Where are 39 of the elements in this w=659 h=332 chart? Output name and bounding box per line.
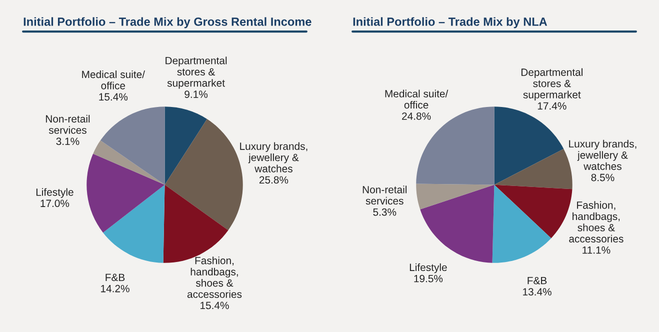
data-label: 17.4% xyxy=(538,102,566,110)
pie-slice xyxy=(420,184,494,263)
chart-title: Initial Portfolio – Trade Mix by Gross Rental Income xyxy=(24,17,312,28)
data-label: 5.3% xyxy=(373,208,396,216)
pie-slice xyxy=(100,106,165,185)
slice-label: Lifestyle xyxy=(410,263,447,274)
slice-label: Non-retail services xyxy=(362,186,407,205)
slice-label: F&B xyxy=(106,274,125,282)
slice-label: Medical suite/ office xyxy=(82,70,145,90)
data-label: 15.4% xyxy=(200,302,229,310)
chart-title: Initial Portfolio – Trade Mix by NLA xyxy=(353,17,548,28)
slice-label: Departmental stores & supermarket xyxy=(522,68,582,100)
slice-label: Departmental stores & supermarket xyxy=(166,56,227,89)
data-label: 24.8% xyxy=(402,112,431,120)
data-label: 15.4% xyxy=(99,93,128,101)
slice-label: F&B xyxy=(528,276,547,284)
pie-slice xyxy=(93,140,165,185)
data-label: 9.1% xyxy=(184,90,208,98)
pie-slice xyxy=(86,154,165,233)
slice-label: Non-retail services xyxy=(46,114,90,134)
data-label: 3.1% xyxy=(56,138,80,146)
slice-label: Fashion, handbags, shoes & accessories xyxy=(187,256,242,298)
pie-slice xyxy=(103,184,165,263)
slice-label: Luxury brands, jewellery & watches xyxy=(569,140,636,170)
data-label: 25.8% xyxy=(259,176,288,184)
slice-label: Fashion, handbags, shoes & accessories xyxy=(569,201,624,242)
data-label: 8.5% xyxy=(591,174,614,182)
data-label: 13.4% xyxy=(523,288,552,296)
pie-slice xyxy=(494,148,572,190)
data-label: 19.5% xyxy=(414,274,443,282)
slice-label: Luxury brands, jewellery & watches xyxy=(240,142,308,172)
data-label: 14.2% xyxy=(101,284,130,292)
pie-slice xyxy=(416,184,494,210)
pie-slice xyxy=(492,184,552,263)
data-label: 11.1% xyxy=(582,246,610,254)
data-label: 17.0% xyxy=(40,200,70,208)
pie-slice xyxy=(164,106,208,185)
slice-label: Lifestyle xyxy=(36,188,74,198)
slice-label: Medical suite/ office xyxy=(385,90,448,109)
